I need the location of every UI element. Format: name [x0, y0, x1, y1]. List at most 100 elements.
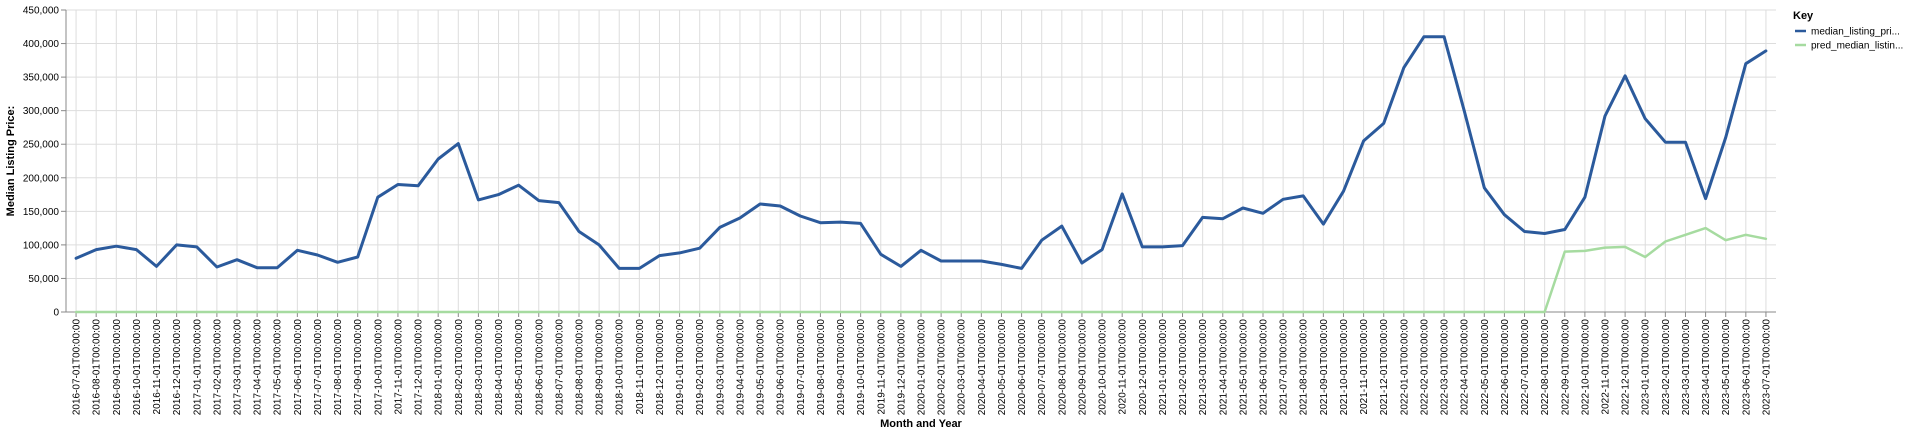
x-tick-label: 2016-07-01T00:00:00	[72, 319, 83, 416]
x-tick-label: 2020-03-01T00:00:00	[957, 319, 968, 416]
y-tick-label: 200,000	[23, 173, 60, 184]
x-tick-label: 2016-12-01T00:00:00	[172, 319, 183, 416]
y-tick-label: 250,000	[23, 140, 60, 151]
x-tick-label: 2022-07-01T00:00:00	[1520, 319, 1531, 416]
x-tick-label: 2019-08-01T00:00:00	[816, 319, 827, 416]
x-tick-label: 2019-10-01T00:00:00	[856, 319, 867, 416]
x-tick-label: 2018-11-01T00:00:00	[635, 319, 646, 415]
y-tick-label: 100,000	[23, 240, 60, 251]
x-tick-label: 2019-11-01T00:00:00	[876, 319, 887, 415]
x-tick-label: 2017-06-01T00:00:00	[293, 319, 304, 416]
x-tick-label: 2022-08-01T00:00:00	[1540, 319, 1551, 416]
x-tick-label: 2017-04-01T00:00:00	[253, 319, 264, 416]
x-tick-label: 2017-03-01T00:00:00	[233, 319, 244, 416]
y-tick-label: 450,000	[23, 6, 60, 17]
x-tick-label: 2016-08-01T00:00:00	[92, 319, 103, 416]
legend-label-2: pred_median_listin...	[1811, 41, 1903, 52]
x-tick-label: 2019-09-01T00:00:00	[836, 319, 847, 416]
x-tick-label: 2017-07-01T00:00:00	[313, 319, 324, 416]
x-tick-label: 2021-05-01T00:00:00	[1238, 319, 1249, 416]
x-tick-label: 2021-11-01T00:00:00	[1359, 319, 1370, 415]
series-line-2	[74, 226, 1768, 314]
x-tick-label: 2022-03-01T00:00:00	[1440, 319, 1451, 416]
x-tick-label: 2021-08-01T00:00:00	[1299, 319, 1310, 416]
x-tick-label: 2017-11-01T00:00:00	[393, 319, 404, 415]
x-tick-label: 2019-05-01T00:00:00	[756, 319, 767, 416]
x-tick-label: 2022-06-01T00:00:00	[1500, 319, 1511, 416]
x-tick-label: 2021-01-01T00:00:00	[1158, 319, 1169, 416]
x-tick-label: 2019-07-01T00:00:00	[796, 319, 807, 416]
x-tick-label: 2020-06-01T00:00:00	[1017, 319, 1028, 416]
x-tick-label: 2021-10-01T00:00:00	[1339, 319, 1350, 416]
x-tick-label: 2020-08-01T00:00:00	[1057, 319, 1068, 416]
x-tick-label: 2020-04-01T00:00:00	[977, 319, 988, 416]
x-tick-label: 2023-01-01T00:00:00	[1641, 319, 1652, 416]
series-lines	[74, 35, 1768, 314]
x-tick-label: 2022-12-01T00:00:00	[1621, 319, 1632, 416]
y-tick-label: 0	[53, 308, 59, 319]
x-tick-label: 2016-09-01T00:00:00	[112, 319, 123, 416]
y-tick-label: 50,000	[28, 274, 59, 285]
x-tick-label: 2021-07-01T00:00:00	[1279, 319, 1290, 416]
x-tick-label: 2018-01-01T00:00:00	[434, 319, 445, 416]
x-axis-title: Month and Year	[880, 418, 962, 430]
x-tick-label: 2023-06-01T00:00:00	[1741, 319, 1752, 416]
x-tick-label: 2020-10-01T00:00:00	[1098, 319, 1109, 416]
gridlines	[66, 9, 1776, 313]
x-tick-label: 2018-04-01T00:00:00	[494, 319, 505, 416]
x-tick-label: 2018-07-01T00:00:00	[554, 319, 565, 416]
x-tick-label: 2017-05-01T00:00:00	[273, 319, 284, 416]
y-tick-label: 300,000	[23, 106, 60, 117]
x-tick-label: 2021-09-01T00:00:00	[1319, 319, 1330, 416]
legend: Key median_listing_pri... pred_median_lis…	[1793, 10, 1903, 52]
x-tick-label: 2018-10-01T00:00:00	[615, 319, 626, 416]
y-axis-ticks: 0 50,000 100,000 150,000 200,000 250,000 300,0…	[23, 6, 66, 319]
x-tick-label: 2018-03-01T00:00:00	[474, 319, 485, 416]
x-tick-label: 2020-11-01T00:00:00	[1118, 319, 1129, 415]
x-tick-label: 2019-01-01T00:00:00	[675, 319, 686, 416]
x-tick-label: 2022-01-01T00:00:00	[1399, 319, 1410, 416]
series-line-1	[74, 35, 1768, 270]
x-tick-label: 2018-05-01T00:00:00	[514, 319, 525, 416]
x-tick-label: 2017-02-01T00:00:00	[212, 319, 223, 416]
y-tick-label: 400,000	[23, 39, 60, 50]
x-tick-label: 2021-03-01T00:00:00	[1198, 319, 1209, 416]
legend-label-1: median_listing_pri...	[1811, 27, 1900, 38]
x-axis-ticks: 2016-07-01T00:00:00 2016-08-01T00:00:00 20…	[72, 312, 1772, 416]
x-tick-label: 2020-09-01T00:00:00	[1077, 319, 1088, 416]
y-tick-label: 350,000	[23, 73, 60, 84]
x-tick-label: 2023-04-01T00:00:00	[1701, 319, 1712, 416]
x-tick-label: 2020-05-01T00:00:00	[997, 319, 1008, 416]
x-tick-label: 2017-09-01T00:00:00	[353, 319, 364, 416]
x-tick-label: 2018-02-01T00:00:00	[454, 319, 465, 416]
x-tick-label: 2020-12-01T00:00:00	[1138, 319, 1149, 416]
x-tick-label: 2021-02-01T00:00:00	[1178, 319, 1189, 416]
x-tick-label: 2022-09-01T00:00:00	[1560, 319, 1571, 416]
x-tick-label: 2023-07-01T00:00:00	[1761, 319, 1772, 416]
x-tick-label: 2018-06-01T00:00:00	[534, 319, 545, 416]
legend-title: Key	[1793, 10, 1814, 22]
x-tick-label: 2017-12-01T00:00:00	[414, 319, 425, 416]
x-tick-label: 2019-04-01T00:00:00	[735, 319, 746, 416]
x-tick-label: 2017-01-01T00:00:00	[192, 319, 203, 416]
x-tick-label: 2020-01-01T00:00:00	[917, 319, 928, 416]
x-tick-label: 2018-12-01T00:00:00	[655, 319, 666, 416]
x-tick-label: 2021-04-01T00:00:00	[1218, 319, 1229, 416]
x-tick-label: 2017-08-01T00:00:00	[333, 319, 344, 416]
x-tick-label: 2019-12-01T00:00:00	[896, 319, 907, 416]
x-tick-label: 2016-10-01T00:00:00	[132, 319, 143, 416]
x-tick-label: 2021-06-01T00:00:00	[1259, 319, 1270, 416]
x-tick-label: 2017-10-01T00:00:00	[373, 319, 384, 416]
x-tick-label: 2018-09-01T00:00:00	[595, 319, 606, 416]
x-tick-label: 2022-04-01T00:00:00	[1460, 319, 1471, 416]
x-tick-label: 2019-06-01T00:00:00	[776, 319, 787, 416]
x-tick-label: 2018-08-01T00:00:00	[575, 319, 586, 416]
x-tick-label: 2020-07-01T00:00:00	[1037, 319, 1048, 416]
x-tick-label: 2022-05-01T00:00:00	[1480, 319, 1491, 416]
x-tick-label: 2023-02-01T00:00:00	[1661, 319, 1672, 416]
x-tick-label: 2021-12-01T00:00:00	[1379, 319, 1390, 416]
y-axis-title: Median Listing Price:	[5, 106, 17, 217]
x-tick-label: 2019-02-01T00:00:00	[695, 319, 706, 416]
y-tick-label: 150,000	[23, 207, 60, 218]
